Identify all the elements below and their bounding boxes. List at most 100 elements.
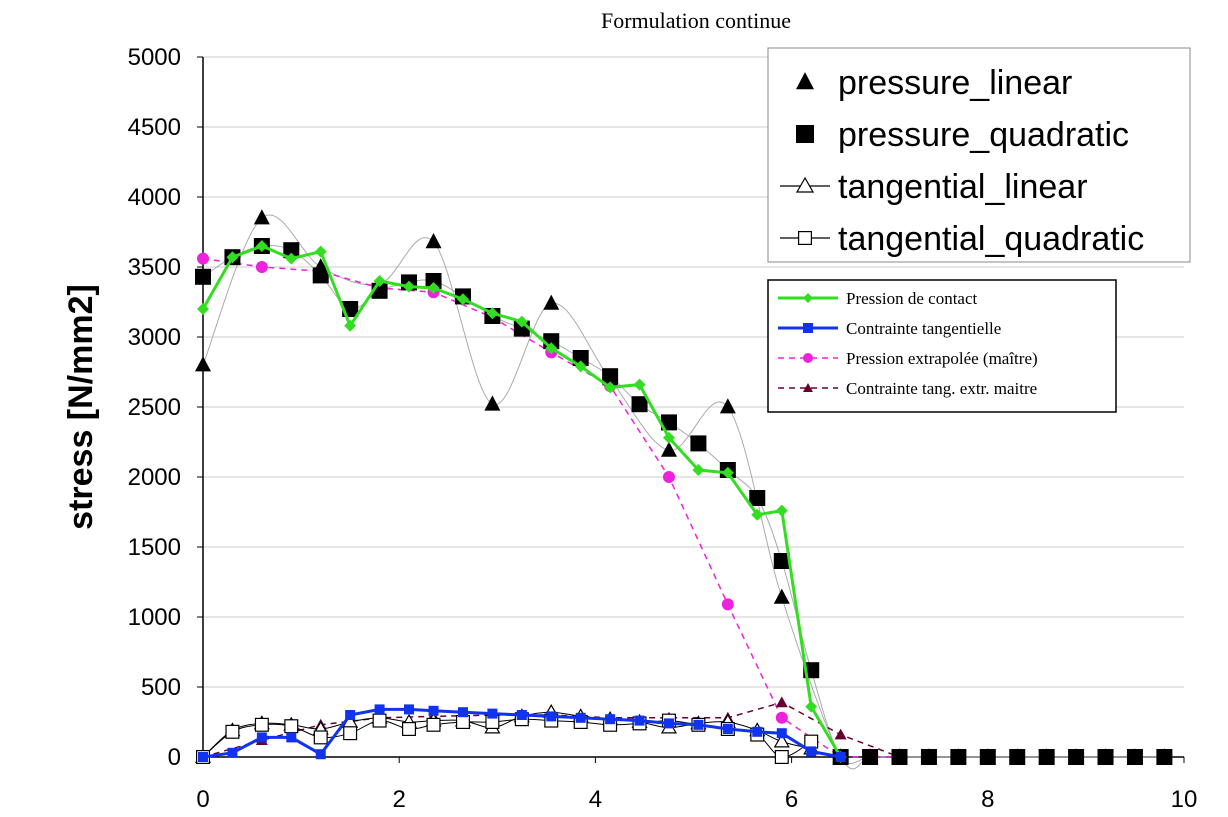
square-point (631, 396, 648, 413)
y-tick-label: 4500 (128, 114, 181, 141)
diamond-point (486, 307, 499, 320)
triangle-point (484, 395, 501, 411)
y-tick-label: 2500 (128, 394, 181, 421)
legend-entry: pressure_quadratic (796, 116, 1129, 154)
square-point (1126, 749, 1143, 765)
square-point (920, 749, 937, 765)
legend-entry: Contrainte tangentielle (778, 319, 1001, 338)
square-point (950, 749, 967, 765)
diamond-point (344, 319, 357, 332)
triangle-point (195, 356, 211, 372)
square-point (1156, 749, 1173, 765)
y-tick-label: 4000 (128, 184, 181, 211)
square-point (283, 242, 300, 259)
hollow-square-point (804, 734, 819, 749)
diamond-point (805, 700, 818, 713)
y-tick-label: 1500 (128, 534, 181, 561)
x-tick-label: 4 (589, 786, 602, 813)
hollow-square-point (254, 717, 269, 732)
legend-top-right: pressure_linear pressure_quadratictangent… (767, 47, 1191, 263)
x-tick-label: 6 (785, 786, 798, 813)
square-point (634, 715, 645, 726)
triangle-point (425, 233, 442, 249)
square-point (195, 268, 211, 285)
x-tick-label: 2 (393, 786, 406, 813)
hollow-triangle-point (773, 733, 790, 748)
hollow-square-point (372, 713, 387, 728)
series-contrainte-tangentielle (198, 704, 846, 762)
legend-top-right-box (767, 47, 1191, 263)
legend-label: Pression de contact (846, 289, 978, 308)
diamond-point (751, 508, 764, 521)
square-point (605, 714, 616, 725)
hollow-square-point (284, 719, 299, 734)
series-line (202, 711, 812, 758)
legend-entry: Contrainte tang. extr. maitre (778, 379, 1037, 398)
diamond-point (633, 378, 646, 391)
square-point (227, 747, 238, 758)
square-point (752, 726, 763, 737)
triangle-point (834, 728, 847, 740)
diamond-point (314, 245, 327, 258)
y-tick-label: 2000 (128, 464, 181, 491)
square-point (546, 711, 557, 722)
diamond-point (721, 466, 734, 479)
hollow-square-point (774, 749, 789, 764)
hollow-square-point (402, 721, 417, 736)
square-point (602, 368, 619, 385)
triangle-point (803, 383, 813, 392)
y-tick-label: 1000 (128, 604, 181, 631)
legend-label: tangential_quadratic (838, 220, 1144, 258)
square-point (374, 704, 385, 715)
square-point (425, 273, 442, 289)
square-point (693, 719, 704, 730)
square-point (722, 724, 733, 734)
square-point (1009, 749, 1026, 765)
legend-inner: Pression de contact Contrainte tangentiel… (767, 279, 1117, 413)
diamond-point (662, 431, 675, 444)
legend-entry: tangential_linear (780, 168, 1088, 206)
diamond-point (515, 315, 528, 328)
legend-label: pressure_linear (838, 64, 1072, 102)
square-point (891, 749, 908, 765)
circle-point (255, 261, 268, 273)
legend-label: tangential_linear (838, 168, 1088, 206)
diamond-point (775, 504, 788, 517)
legend-entry: Pression extrapolée (maître) (778, 349, 1038, 368)
circle-point (803, 353, 813, 363)
square-point (256, 732, 267, 743)
square-point (835, 752, 846, 762)
diamond-point (545, 342, 558, 355)
legend-inner-box (767, 279, 1117, 413)
square-point (575, 712, 586, 723)
circle-point (662, 471, 675, 483)
circle-point (775, 711, 788, 724)
square-point (487, 708, 498, 719)
diamond-point (226, 251, 239, 264)
square-point (806, 746, 817, 757)
square-point (663, 718, 674, 729)
square-point (773, 553, 790, 569)
square-point (1068, 749, 1085, 765)
square-point (1038, 749, 1055, 765)
diamond-point (427, 282, 440, 294)
legend-entry: Pression de contact (778, 289, 978, 308)
series-pression-de-contact (197, 240, 847, 763)
square-point (690, 435, 707, 452)
square-point (776, 728, 787, 739)
square-point (312, 267, 329, 284)
diamond-point (803, 293, 813, 303)
diamond-point (456, 293, 469, 306)
square-point (803, 323, 813, 333)
diamond-point (403, 280, 416, 293)
hollow-square-point (797, 231, 812, 246)
x-tick-label: 10 (1171, 786, 1198, 813)
y-tick-label: 0 (168, 744, 181, 771)
y-tick-label: 3000 (128, 324, 181, 351)
triangle-point (660, 441, 677, 457)
square-point (286, 732, 297, 743)
legend-entry: pressure_linear (796, 64, 1072, 102)
hollow-square-point (225, 724, 240, 739)
